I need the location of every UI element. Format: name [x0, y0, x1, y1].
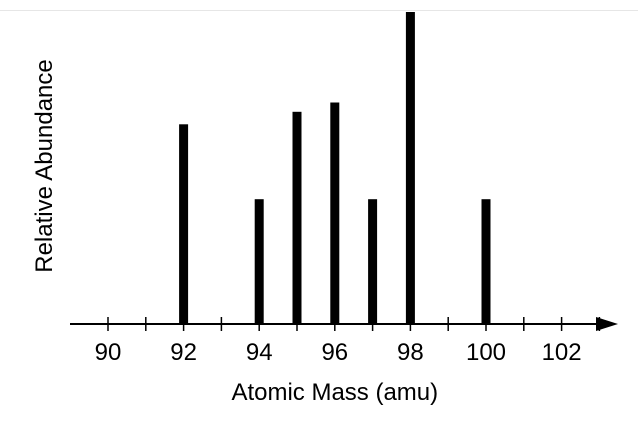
- bar-97: [368, 199, 378, 324]
- x-tick-label: 102: [542, 339, 582, 366]
- x-tick-label: 90: [95, 339, 122, 366]
- x-axis-arrow-icon: [596, 317, 618, 331]
- bars-layer: [179, 12, 491, 324]
- x-tick-label: 100: [466, 339, 506, 366]
- bar-98: [405, 12, 415, 324]
- top-border: [0, 0, 638, 11]
- x-tick-label: 92: [170, 339, 197, 366]
- bar-96: [330, 102, 340, 324]
- bar-92: [179, 124, 189, 324]
- x-tick-labels: 90 92 94 96 98 100 102: [95, 339, 582, 366]
- bar-100: [481, 199, 491, 324]
- y-axis-label: Relative Abundance: [31, 59, 58, 273]
- x-tick-label: 94: [246, 339, 273, 366]
- x-tick-label: 98: [397, 339, 424, 366]
- x-axis-label: Atomic Mass (amu): [231, 379, 438, 406]
- x-tick-label: 96: [321, 339, 348, 366]
- bar-95: [292, 111, 302, 324]
- bar-94: [254, 199, 264, 324]
- x-axis: [70, 317, 618, 331]
